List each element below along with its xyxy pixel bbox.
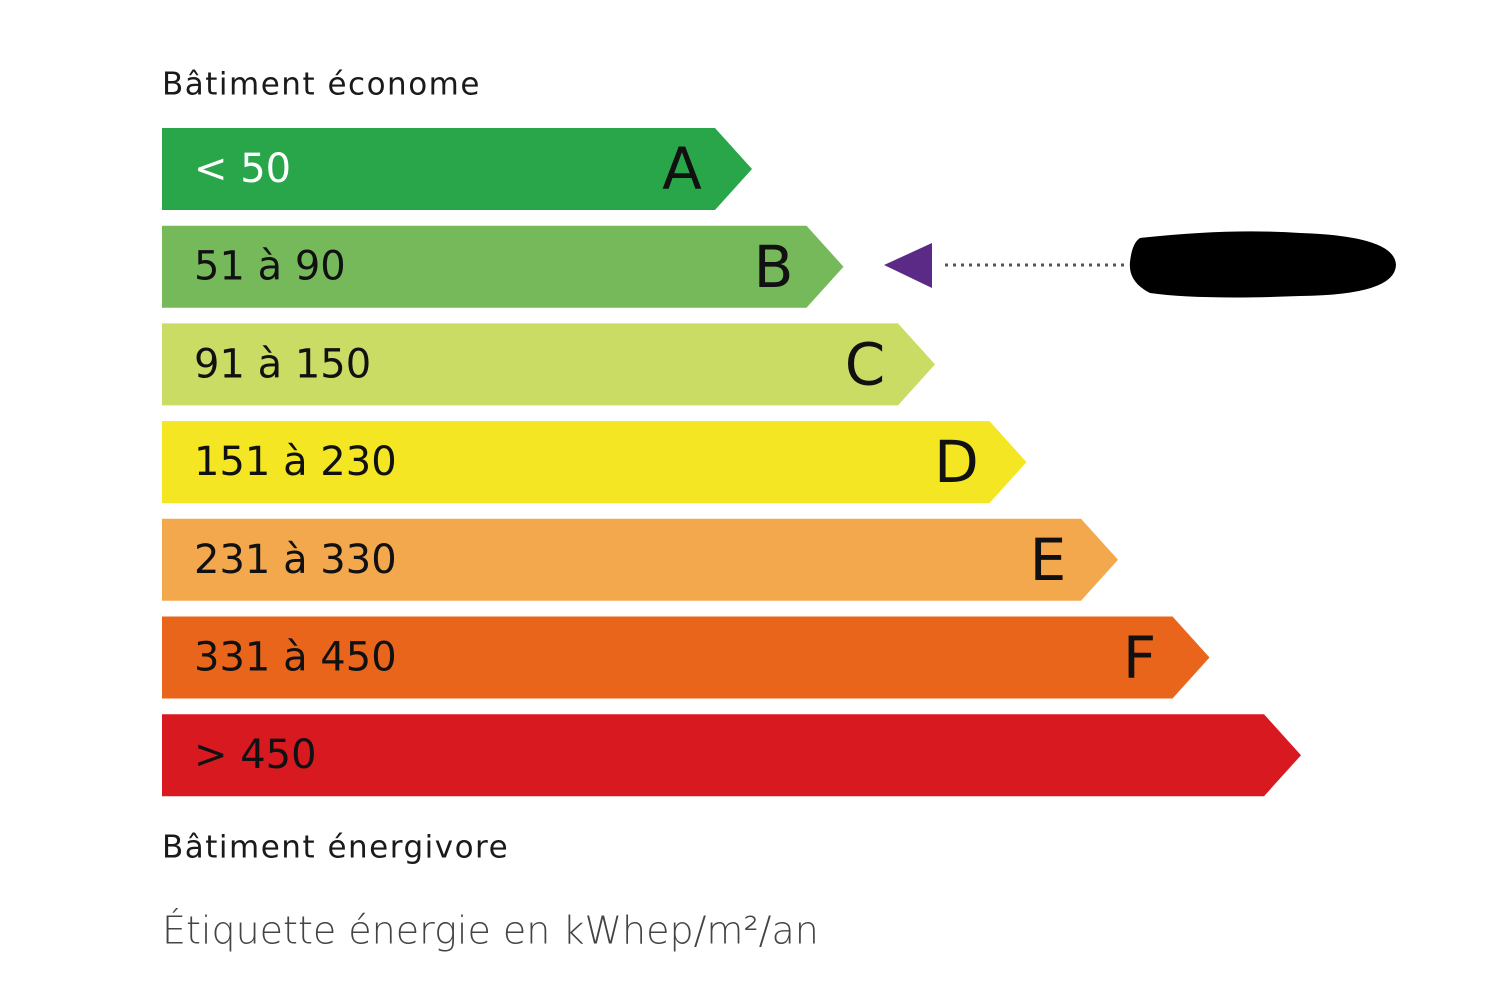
indicator-arrow	[884, 243, 932, 288]
rating-letter: E	[1030, 526, 1067, 594]
range-label: 331 à 450	[194, 635, 397, 681]
rating-letter: D	[934, 428, 979, 496]
rating-bar	[162, 323, 935, 406]
range-label: 91 à 150	[194, 341, 371, 387]
rating-letter: B	[754, 233, 794, 301]
range-label: > 450	[194, 732, 317, 778]
caption: Étiquette énergie en kWhep/m²/an	[162, 909, 819, 953]
rating-bar	[162, 616, 1210, 699]
rating-bar	[162, 225, 844, 308]
rating-bar	[162, 421, 1027, 504]
top-label: Bâtiment économe	[162, 67, 481, 103]
rating-letter: A	[662, 135, 702, 203]
rating-letter: C	[845, 331, 886, 399]
rating-bar	[162, 714, 1301, 797]
range-label: 231 à 330	[194, 537, 397, 583]
range-label: 51 à 90	[194, 244, 346, 290]
indicator	[884, 231, 1396, 298]
bottom-label: Bâtiment énergivore	[162, 830, 509, 866]
range-label: < 50	[194, 146, 291, 192]
range-label: 151 à 230	[194, 439, 397, 485]
rating-bar	[162, 518, 1118, 601]
rating-letter: F	[1123, 624, 1156, 692]
redacted-value	[1129, 231, 1396, 298]
rating-bars: < 50 A 51 à 90 B 91 à 150 C 151 à 230 D 231 à 33…	[162, 128, 1301, 797]
rating-bar	[162, 128, 752, 210]
